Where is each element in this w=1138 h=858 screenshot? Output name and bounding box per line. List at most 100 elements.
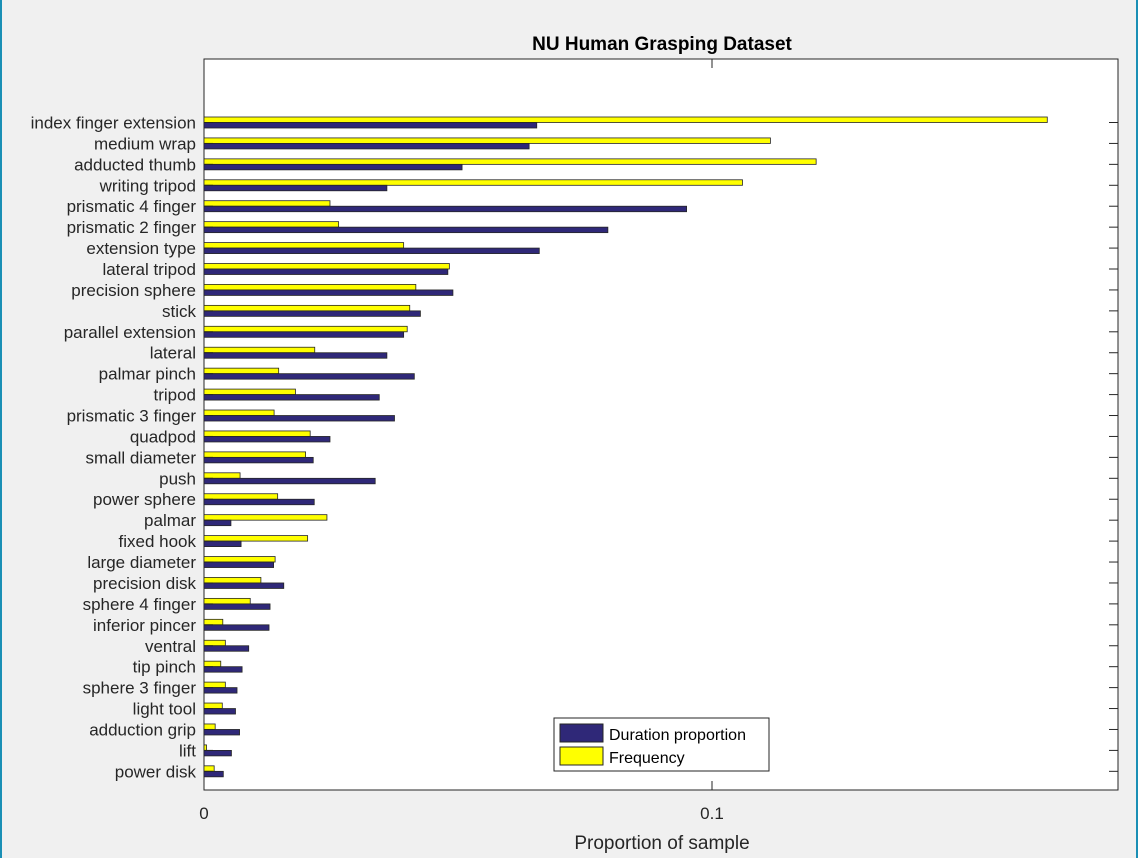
bar-duration [203, 310, 421, 317]
bar-frequency [203, 221, 340, 228]
category-label: writing tripod [99, 176, 196, 195]
bar-frequency [203, 723, 216, 730]
bar-frequency [203, 681, 226, 689]
category-label: palmar pinch [99, 365, 196, 384]
bar-frequency [203, 388, 296, 395]
category-label: quadpod [130, 427, 196, 446]
bar-frequency [203, 325, 408, 333]
x-tick-label: 0.1 [700, 804, 724, 823]
bar-frequency [203, 535, 309, 542]
bar-frequency [203, 660, 222, 668]
bar-frequency [203, 137, 771, 144]
bar-frequency [203, 577, 262, 584]
legend-label-duration: Duration proportion [609, 727, 746, 744]
bar-frequency [203, 744, 207, 751]
bar-duration [203, 331, 405, 338]
legend-swatch-duration [559, 723, 604, 743]
bar-duration [203, 770, 224, 778]
legend-swatch-frequency [559, 746, 604, 766]
category-label: light tool [133, 700, 196, 719]
category-label: small diameter [85, 448, 196, 467]
category-label: adduction grip [89, 720, 196, 739]
bar-frequency [203, 346, 316, 354]
category-label: tip pinch [133, 658, 196, 677]
bar-duration [203, 373, 415, 380]
category-label: push [159, 469, 196, 488]
bar-duration [203, 645, 250, 652]
category-label: sphere 4 finger [83, 595, 197, 614]
category-label: medium wrap [94, 134, 196, 153]
x-axis-label: Proportion of sample [574, 833, 749, 854]
category-label: lateral [150, 344, 196, 363]
bar-duration [203, 143, 530, 150]
bar-frequency [203, 367, 280, 375]
category-label: power sphere [93, 490, 196, 509]
bar-frequency [203, 618, 224, 626]
category-label: sphere 3 finger [83, 679, 197, 698]
category-label: prismatic 4 finger [67, 197, 197, 216]
bar-duration [203, 163, 463, 171]
bar-frequency [203, 304, 411, 312]
category-label: stick [162, 302, 197, 321]
category-label: palmar [144, 511, 196, 530]
bar-frequency [203, 472, 241, 479]
category-label: precision disk [93, 574, 196, 593]
bar-duration [203, 477, 376, 485]
category-label: large diameter [87, 553, 196, 572]
bar-duration [203, 122, 538, 129]
bar-frequency [203, 116, 1048, 123]
category-label: parallel extension [64, 323, 196, 342]
bar-frequency [203, 639, 226, 647]
category-label: inferior pincer [93, 616, 196, 635]
category-label: lateral tripod [102, 260, 196, 279]
bar-frequency [203, 158, 817, 165]
bar-duration [203, 540, 242, 547]
bar-frequency [203, 514, 328, 521]
bar-duration [203, 352, 388, 359]
bar-duration [203, 247, 540, 254]
x-tick-label: 0 [199, 804, 208, 823]
bar-duration [203, 519, 232, 527]
bar-duration [203, 289, 454, 296]
bar-duration [203, 436, 331, 443]
category-label: precision sphere [71, 281, 196, 300]
bar-frequency [203, 702, 223, 709]
bar-duration [203, 729, 240, 736]
bar-duration [203, 456, 314, 464]
bar-duration [203, 582, 285, 589]
legend-label-frequency: Frequency [609, 750, 685, 767]
bar-duration [203, 750, 232, 757]
bar-frequency [203, 597, 251, 605]
category-label: ventral [145, 637, 196, 656]
bar-duration [203, 415, 395, 422]
bar-frequency [203, 493, 279, 500]
bar-frequency [203, 765, 215, 772]
bar-frequency [203, 200, 331, 207]
bar-duration [203, 226, 609, 234]
legend[interactable]: Duration proportion Frequency [553, 717, 770, 772]
bar-duration [203, 498, 315, 506]
category-label: lift [179, 741, 196, 760]
category-label: adducted thumb [74, 155, 196, 174]
bar-duration [203, 268, 449, 275]
bar-frequency [203, 451, 306, 458]
category-label: extension type [86, 239, 196, 258]
bar-frequency [203, 242, 405, 249]
category-label: prismatic 3 finger [67, 407, 197, 426]
bar-frequency [203, 263, 450, 270]
category-label: fixed hook [119, 532, 197, 551]
bars-layer [203, 116, 1048, 778]
bar-frequency [203, 179, 743, 186]
ticks-layer: 0 0.1 [199, 59, 1118, 823]
category-label: prismatic 2 finger [67, 218, 197, 237]
bar-frequency [203, 409, 275, 416]
bar-duration [203, 205, 688, 213]
bar-duration [203, 184, 388, 192]
chart-title: NU Human Grasping Dataset [532, 34, 792, 55]
category-label: tripod [153, 386, 196, 405]
category-label: index finger extension [31, 114, 196, 133]
bar-duration [203, 561, 274, 568]
category-label: power disk [115, 762, 197, 781]
bar-frequency [203, 556, 276, 563]
